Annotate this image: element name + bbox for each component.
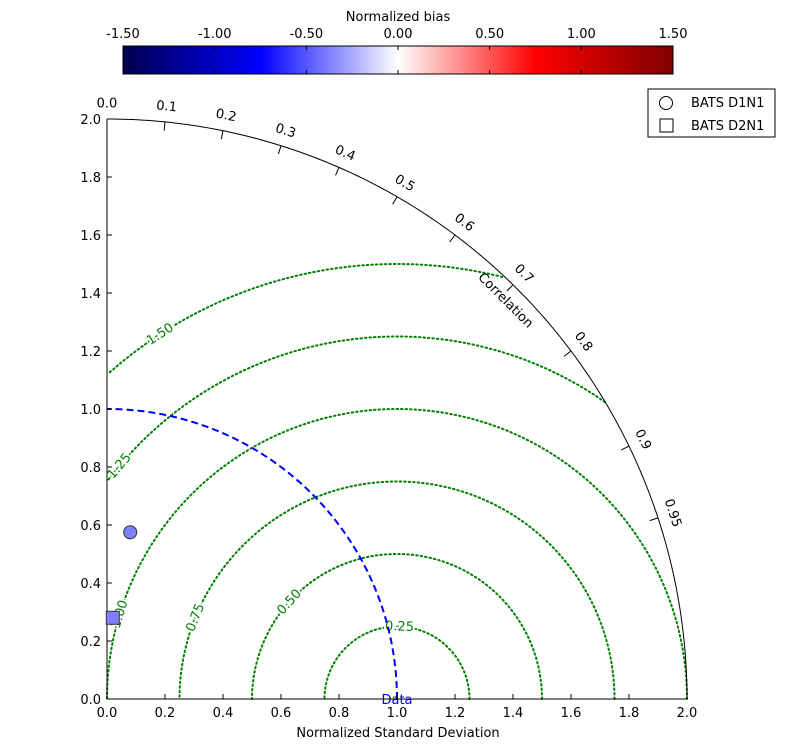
correlation-tick-label: 0.9 [631, 427, 654, 452]
rms-contour-label: 0.25 [385, 619, 414, 635]
y-tick-label: 2.0 [80, 113, 101, 128]
colorbar-gradient [122, 45, 674, 75]
x-tick-label: 1.4 [503, 706, 524, 721]
colorbar: Normalized bias -1.50 -1.00 -0.50 0.00 0.50 1… [106, 10, 687, 75]
axes: 0.0 0.2 0.4 0.6 0.8 1.0 1.2 1.4 1.6 1.8 2.0 0.0 0.2 0… [80, 113, 697, 721]
correlation-tick [506, 284, 514, 292]
correlation-tick-label: 0.3 [273, 121, 297, 142]
reference-label: Data [381, 693, 412, 708]
correlation-tick-label: 0.1 [155, 98, 177, 115]
x-tick-label: 1.0 [387, 706, 408, 721]
rms-contour-label: 0.75 [183, 601, 208, 633]
correlation-tick [620, 445, 630, 451]
reference-std-arc [106, 408, 398, 700]
x-tick-label: 0.4 [213, 706, 234, 721]
legend-label: BATS D1N1 [691, 96, 764, 111]
y-tick-label: 1.6 [80, 229, 101, 244]
x-tick-label: 0.8 [329, 706, 350, 721]
y-tick-label: 0.0 [80, 693, 101, 708]
y-tick-label: 0.8 [80, 461, 101, 476]
x-tick-label: 0.0 [97, 706, 118, 721]
rms-contour [106, 407, 688, 700]
y-tick-label: 1.0 [80, 403, 101, 418]
correlation-arc [106, 118, 688, 700]
rms-contour [323, 625, 471, 700]
correlation-axis: 0.0 0.1 0.20.30.40.50.60.70.80.90.95Correl… [97, 96, 688, 700]
correlation-tick-label: 0.7 [511, 261, 536, 286]
y-tick-label: 0.2 [80, 635, 101, 650]
correlation-tick-label: 0.95 [661, 497, 684, 529]
rms-contours: 0.250.500.751.001.251.50 [103, 262, 688, 700]
y-tick-label: 0.6 [80, 519, 101, 534]
colorbar-tick-label: 0.50 [475, 27, 504, 42]
colorbar-tick-label: -1.00 [198, 27, 232, 42]
x-tick-label: 0.6 [271, 706, 292, 721]
rms-contour [178, 480, 616, 700]
correlation-tick [563, 350, 572, 357]
colorbar-tick-label: 0.00 [384, 27, 413, 42]
legend-circle-marker [659, 96, 673, 110]
rms-contour [251, 552, 543, 700]
x-tick-label: 1.6 [561, 706, 582, 721]
correlation-tick-label: 0.8 [571, 329, 595, 355]
plot-area: 0.250.500.751.001.251.50 Data 0.0 0.2 0.4 0… [80, 96, 697, 721]
rms-contour-label: 1.25 [105, 450, 135, 482]
correlation-tick [277, 145, 282, 155]
x-tick-label: 0.2 [155, 706, 176, 721]
y-tick-label: 1.8 [80, 171, 101, 186]
legend: BATS D1N1 BATS D2N1 [647, 88, 776, 138]
y-tick-label: 1.2 [80, 345, 101, 360]
correlation-tick-label: 0.2 [214, 107, 237, 126]
correlation-tick [392, 196, 398, 205]
rms-contour-label: 1.50 [144, 320, 176, 348]
correlation-tick [335, 167, 340, 176]
colorbar-ticks: -1.50 -1.00 -0.50 0.00 0.50 1.00 1.50 [106, 27, 687, 74]
correlation-tick [449, 234, 456, 243]
correlation-tick [220, 130, 224, 140]
x-tick-label: 1.2 [445, 706, 466, 721]
legend-square-marker [659, 118, 674, 133]
correlation-tick [649, 517, 659, 522]
colorbar-tick-label: -0.50 [290, 27, 324, 42]
y-tick-label: 0.4 [80, 577, 101, 592]
data-markers [105, 525, 138, 625]
correlation-tick-label: 0.5 [392, 172, 417, 195]
x-tick-label: 2.0 [677, 706, 698, 721]
x-axis-label: Normalized Standard Deviation [296, 726, 499, 741]
rms-contour [106, 335, 606, 482]
correlation-tick-label: 0.0 [97, 96, 118, 111]
colorbar-tick-label: 1.00 [567, 27, 596, 42]
data-point [123, 525, 138, 540]
rms-contour [107, 262, 504, 375]
colorbar-tick-label: -1.50 [106, 27, 140, 42]
reference-arc: Data [106, 408, 413, 708]
legend-label: BATS D2N1 [691, 119, 764, 134]
colorbar-tick-label: 1.50 [659, 27, 688, 42]
correlation-tick [163, 121, 166, 131]
x-tick-label: 1.8 [619, 706, 640, 721]
y-tick-label: 1.4 [80, 287, 101, 302]
colorbar-title: Normalized bias [346, 10, 451, 25]
data-point [105, 610, 120, 625]
correlation-tick-label: 0.6 [451, 211, 477, 235]
correlation-tick-label: 0.4 [333, 143, 358, 165]
